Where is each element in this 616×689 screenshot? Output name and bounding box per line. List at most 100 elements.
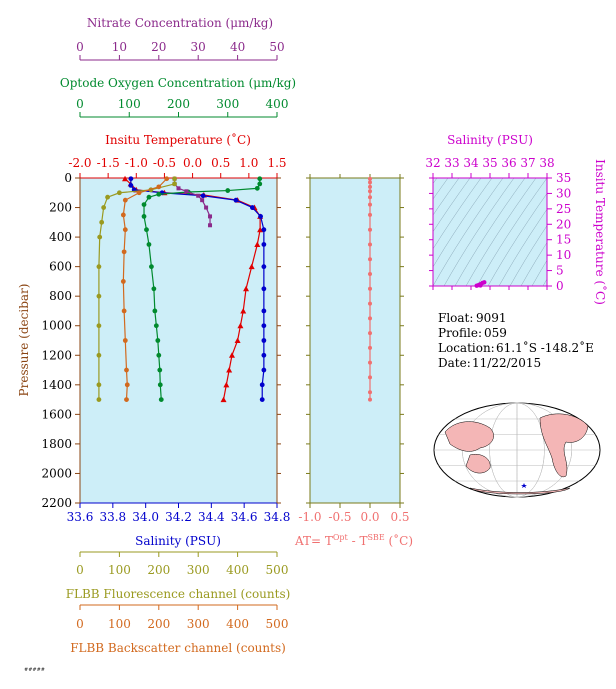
- salinity-point: [261, 352, 267, 358]
- temperature-tick-label: 1.0: [239, 156, 258, 170]
- backscatter-point: [156, 184, 162, 190]
- fluorescence-point: [172, 181, 177, 187]
- oxygen-point: [141, 214, 147, 219]
- backscatter-tick-label: 100: [108, 617, 131, 631]
- fluorescence-axis: 0 100 200 300 400 500: [76, 551, 288, 577]
- backscatter-point: [136, 190, 142, 196]
- salinity-point: [259, 397, 265, 402]
- temperature-point: [240, 307, 247, 314]
- density-contour: [520, 242, 547, 286]
- nitrate-point: [200, 198, 205, 203]
- fluorescence-point: [117, 190, 122, 196]
- salinity-point: [200, 193, 206, 199]
- salinity-tick-label: 34.4: [198, 510, 225, 524]
- landmass-asia: [444, 421, 494, 452]
- salinity-point: [261, 286, 267, 292]
- oxygen-point: [152, 308, 158, 314]
- salinity-point: [261, 338, 267, 343]
- fluorescence-tick-label: 0: [76, 563, 84, 577]
- nitrate-axis: 0 10 20 30 40 50: [76, 40, 285, 61]
- profile-value: 059: [484, 326, 507, 340]
- backscatter-axis: 0 100 200 300 400 500: [76, 604, 288, 631]
- delta-t-point: [368, 227, 372, 232]
- float-location-star-icon: [521, 483, 527, 488]
- ts-y-tick-label: 20: [556, 217, 571, 231]
- fluorescence-point: [96, 323, 102, 329]
- delta-t-tick-label: 0.5: [390, 510, 409, 524]
- salinity-point: [233, 197, 239, 203]
- density-contour: [476, 178, 547, 286]
- pressure-tick-label: 800: [49, 289, 72, 303]
- temperature-point: [122, 175, 129, 182]
- ts-x-tick-label: 34: [463, 156, 479, 170]
- delta-t-point: [368, 272, 372, 277]
- backscatter-point: [124, 367, 129, 373]
- delta-t-point: [368, 316, 372, 321]
- delta-t-point: [368, 397, 372, 402]
- fluorescence-point: [96, 352, 102, 358]
- density-contour: [433, 178, 493, 268]
- float-info: Float: 9091 Profile: 059 Location: 61.1˚…: [438, 311, 594, 370]
- pressure-tick-label: 600: [49, 260, 72, 274]
- backscatter-tick-label: 300: [187, 617, 210, 631]
- pressure-tick-label: 1400: [41, 378, 72, 392]
- fluorescence-point: [97, 234, 103, 240]
- backscatter-point: [121, 308, 127, 314]
- oxygen-point: [146, 194, 152, 200]
- location-globe-map: [433, 402, 601, 498]
- delta-t-tick-label: -0.5: [328, 510, 351, 524]
- salinity-point: [261, 367, 267, 373]
- backscatter-point: [124, 397, 129, 402]
- nitrate-axis-label: Nitrate Concentration (μm/kg): [87, 16, 273, 30]
- ts-x-tick-label: 37: [520, 156, 535, 170]
- ts-points: [474, 280, 487, 288]
- salinity-point: [249, 205, 255, 210]
- ts-y-tick-label: 10: [556, 248, 571, 262]
- oxygen-series-line: [143, 178, 261, 400]
- oxygen-point: [151, 286, 157, 292]
- temperature-point: [223, 381, 230, 388]
- pressure-tick-label: 1800: [41, 437, 72, 451]
- oxygen-point: [257, 176, 263, 182]
- pressure-tick-label: 200: [49, 201, 72, 215]
- ts-y-tick-label: 15: [556, 233, 571, 247]
- oxygen-tick-label: 0: [76, 97, 84, 111]
- backscatter-point: [122, 227, 128, 233]
- delta-t-point: [368, 286, 372, 291]
- pressure-axis-label: Pressure (decibar): [17, 284, 31, 397]
- nitrate-tick-label: 20: [151, 40, 166, 54]
- temperature-tick-label: 1.5: [267, 156, 286, 170]
- oxygen-tick-label: 100: [118, 97, 141, 111]
- salinity-tick-label: 34.0: [132, 510, 159, 524]
- backscatter-point: [124, 382, 130, 388]
- pressure-axis: 0 200 400 600 800 1000 1200 1400 1600 1800 2000 220…: [41, 171, 281, 510]
- salinity-axis: 33.6 33.8 34.0 34.2 34.4 34.6 34.8: [67, 502, 290, 524]
- location-label: Location:: [438, 341, 495, 355]
- ts-y-tick-label: 5: [556, 264, 564, 278]
- nitrate-tick-label: 10: [112, 40, 127, 54]
- ts-x-tick-label: 36: [501, 156, 516, 170]
- ts-x-tick-label: 32: [425, 156, 440, 170]
- delta-t-axis-label: AT= TOpt - TSBE (˚C): [294, 533, 413, 548]
- ts-y-tick-label: 0: [556, 279, 564, 293]
- temperature-tick-label: -2.0: [68, 156, 91, 170]
- nitrate-tick-label: 0: [76, 40, 84, 54]
- pressure-tick-label: 1000: [41, 319, 72, 333]
- temperature-point: [257, 226, 264, 233]
- backscatter-tick-label: 0: [76, 617, 84, 631]
- salinity-point: [261, 308, 267, 314]
- fluorescence-point: [105, 194, 110, 200]
- oxygen-point: [157, 382, 163, 388]
- delta-t-series: [368, 176, 372, 402]
- landmass-australia: [465, 454, 491, 474]
- nitrate-point: [196, 193, 201, 198]
- delta-t-frame: [309, 177, 401, 504]
- ts-title: Salinity (PSU): [447, 133, 533, 147]
- pressure-tick-label: 2000: [41, 466, 72, 480]
- temperature-point: [226, 367, 233, 373]
- ts-y-axis-label: Insitu Temperature (˚C): [593, 159, 608, 305]
- oxygen-point: [149, 264, 154, 270]
- salinity-tick-label: 33.6: [67, 510, 94, 524]
- delta-t-point: [368, 195, 372, 200]
